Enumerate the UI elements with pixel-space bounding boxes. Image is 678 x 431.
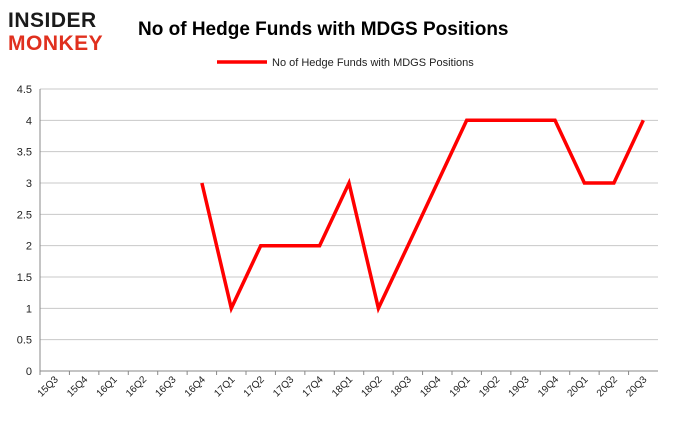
x-tick-label: 16Q3 <box>153 374 178 399</box>
x-tick-label: 16Q1 <box>95 374 120 399</box>
x-tick-label: 20Q3 <box>624 374 649 399</box>
x-tick-label: 16Q4 <box>183 374 208 399</box>
x-tick-label: 18Q1 <box>330 374 355 399</box>
x-tick-label: 17Q4 <box>301 374 326 399</box>
y-tick-label: 4.5 <box>17 84 32 96</box>
x-tick-label: 19Q2 <box>477 374 502 399</box>
y-tick-label: 4 <box>26 115 32 127</box>
y-tick-label: 3 <box>26 178 32 190</box>
x-tick-label: 18Q4 <box>418 374 443 399</box>
x-tick-label: 18Q3 <box>389 374 414 399</box>
y-tick-label: 1 <box>26 303 32 315</box>
y-tick-label: 2.5 <box>17 209 32 221</box>
chart-title: No of Hedge Funds with MDGS Positions <box>138 19 509 40</box>
x-tick-label: 16Q2 <box>124 374 149 399</box>
grid <box>40 88 658 341</box>
legend: No of Hedge Funds with MDGS Positions <box>217 57 474 69</box>
legend-label: No of Hedge Funds with MDGS Positions <box>272 57 474 69</box>
axes <box>39 89 658 372</box>
x-tick-label: 19Q1 <box>448 374 473 399</box>
y-tick-label: 0.5 <box>17 335 32 347</box>
series <box>200 118 645 314</box>
y-tick-label: 3.5 <box>17 147 32 159</box>
y-axis-ticks: 0 0.5 1 1.5 2 2.5 3 3.5 4 4.5 <box>17 84 32 378</box>
x-tick-label: 19Q4 <box>536 374 561 399</box>
x-tick-label: 17Q1 <box>212 374 237 399</box>
logo-line-2: MONKEY <box>8 32 103 55</box>
y-tick-label: 0 <box>26 366 32 378</box>
x-tick-label: 19Q3 <box>507 374 532 399</box>
x-axis-ticks: 15Q3 15Q4 16Q1 16Q2 16Q3 16Q4 17Q1 17Q2 17Q3 17Q4… <box>36 371 650 399</box>
x-tick-label: 17Q3 <box>271 374 296 399</box>
insider-monkey-logo: INSIDER MONKEY <box>8 9 103 55</box>
series-line <box>200 118 645 314</box>
x-tick-label: 20Q1 <box>565 374 590 399</box>
x-tick-label: 20Q2 <box>595 374 620 399</box>
y-tick-label: 1.5 <box>17 272 32 284</box>
x-tick-label: 17Q2 <box>242 374 267 399</box>
x-tick-label: 15Q3 <box>36 374 61 399</box>
x-tick-label: 18Q2 <box>359 374 384 399</box>
x-tick-label: 15Q4 <box>65 374 90 399</box>
y-tick-label: 2 <box>26 241 32 253</box>
logo-line-1: INSIDER <box>8 9 97 32</box>
